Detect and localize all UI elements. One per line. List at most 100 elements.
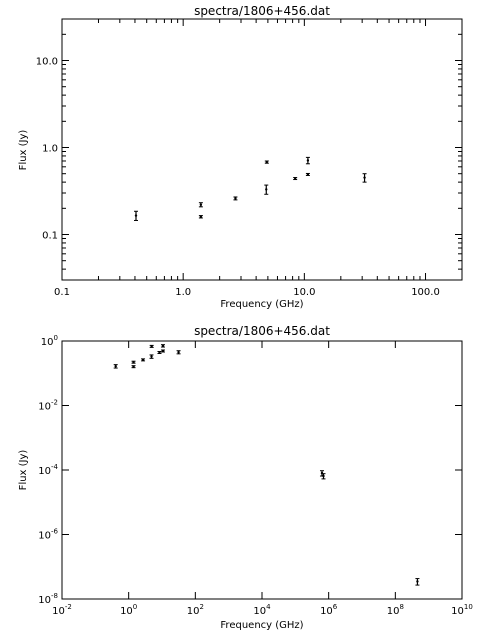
data-point [321, 473, 326, 480]
y-tick-label: 1.0 [42, 144, 58, 155]
data-point [198, 202, 203, 208]
y-tick-exponent: -4 [51, 463, 59, 471]
chart-bottom-title: spectra/1806+456.dat [194, 324, 330, 338]
point-marker [132, 365, 135, 368]
chart-top-xlabel: Frequency (GHz) [220, 299, 303, 310]
x-tick-label: 108 [387, 603, 404, 617]
point-marker [150, 355, 153, 358]
y-tick-label: 10-4 [38, 463, 58, 477]
chart-bottom-xlabel: Frequency (GHz) [220, 620, 303, 631]
data-point [131, 365, 136, 369]
point-marker [158, 351, 161, 354]
x-tick-label: 10-2 [52, 603, 72, 617]
chart-top: spectra/1806+456.dat 0.1 1.0 10.0 100.0 0.1 1… [18, 4, 463, 310]
x-tick-base: 10 [52, 606, 65, 617]
x-tick-label: 102 [187, 603, 204, 617]
x-tick-exponent: 4 [266, 603, 271, 611]
x-tick-label: 100.0 [411, 287, 440, 298]
y-tick-base: 10 [41, 337, 54, 348]
y-tick-label: 10-6 [38, 528, 58, 542]
data-point [415, 578, 420, 586]
point-marker [134, 214, 138, 217]
data-point [362, 173, 367, 183]
x-tick-label: 106 [320, 603, 338, 617]
y-tick-label: 100 [41, 334, 58, 348]
point-marker [161, 344, 165, 347]
x-tick-exponent: 6 [333, 603, 338, 611]
x-tick-exponent: -2 [65, 603, 72, 611]
x-tick-exponent: 2 [199, 603, 203, 611]
x-tick-label: 0.1 [54, 287, 70, 298]
x-tick-base: 10 [451, 606, 464, 617]
data-point [176, 350, 181, 355]
y-tick-exponent: -8 [51, 592, 58, 600]
data-point [264, 184, 269, 195]
chart-bottom-points [113, 344, 420, 586]
y-tick-label: 10.0 [36, 57, 58, 68]
point-marker [114, 365, 117, 368]
y-tick-label: 0.1 [42, 231, 58, 242]
chart-top-ticks: 0.1 1.0 10.0 100.0 0.1 1.0 10.0 [36, 19, 462, 298]
data-point [305, 156, 310, 165]
point-marker [199, 203, 203, 206]
chart-top-frame [61, 18, 463, 281]
data-point [133, 210, 138, 221]
chart-bottom-ticks: 10-2 100 102 104 106 108 101010-810-610-410-21… [38, 334, 473, 617]
y-tick-exponent: -6 [51, 528, 59, 536]
point-marker [199, 215, 203, 218]
point-marker [265, 160, 269, 164]
point-marker [265, 188, 268, 191]
point-marker [293, 177, 297, 180]
chart-bottom: spectra/1806+456.dat 10-2 100 102 104 106 108… [18, 324, 473, 631]
y-tick-exponent: -2 [51, 399, 58, 407]
chart-bottom-ylabel: Flux (Jy) [18, 450, 29, 491]
point-marker [141, 358, 145, 362]
x-tick-label: 10.0 [293, 287, 315, 298]
x-tick-label: 1010 [451, 603, 473, 617]
data-point [264, 160, 269, 164]
chart-top-title: spectra/1806+456.dat [194, 4, 330, 18]
x-tick-label: 100 [120, 603, 137, 617]
data-point [160, 349, 165, 353]
x-tick-label: 1.0 [175, 287, 191, 298]
x-tick-base: 10 [187, 606, 200, 617]
point-marker [363, 176, 366, 179]
point-marker [177, 350, 180, 354]
data-point [149, 354, 154, 359]
data-point [233, 196, 238, 201]
x-tick-exponent: 10 [464, 603, 473, 611]
point-marker [322, 474, 325, 478]
data-point [131, 360, 136, 364]
point-marker [416, 580, 419, 583]
data-point [160, 344, 165, 348]
x-tick-base: 10 [387, 606, 400, 617]
y-tick-base: 10 [38, 402, 51, 413]
data-point [113, 364, 118, 369]
x-tick-base: 10 [120, 606, 133, 617]
data-point [305, 172, 310, 176]
x-tick-exponent: 8 [399, 603, 403, 611]
point-marker [234, 197, 237, 200]
x-tick-base: 10 [320, 606, 333, 617]
x-tick-label: 104 [253, 603, 271, 617]
y-tick-label: 10-2 [38, 399, 58, 413]
y-tick-base: 10 [38, 466, 51, 477]
data-point [157, 350, 162, 354]
x-tick-exponent: 0 [133, 603, 137, 611]
chart-top-ylabel: Flux (Jy) [18, 130, 29, 171]
data-point [149, 344, 154, 348]
data-point [293, 177, 298, 181]
point-marker [161, 349, 165, 353]
point-marker [306, 159, 310, 162]
chart-top-points [133, 156, 367, 221]
y-tick-exponent: 0 [54, 334, 58, 342]
x-tick-base: 10 [253, 606, 266, 617]
point-marker [132, 361, 135, 364]
y-tick-base: 10 [38, 531, 51, 542]
y-tick-base: 10 [38, 595, 51, 606]
point-marker [306, 173, 310, 176]
data-point [141, 358, 146, 362]
point-marker [150, 345, 153, 348]
y-tick-label: 10-8 [38, 592, 58, 606]
